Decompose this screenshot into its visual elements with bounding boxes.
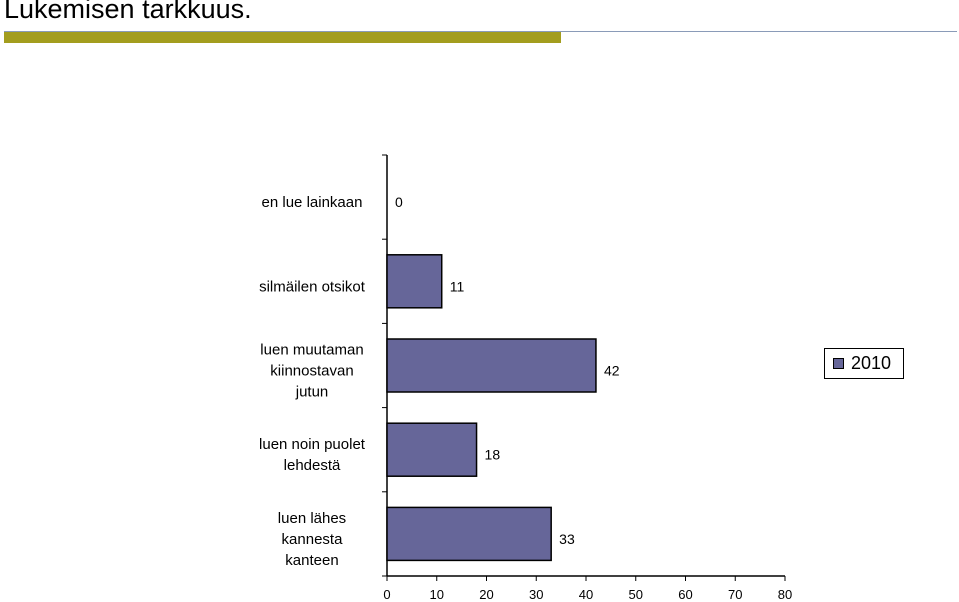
x-tick-label: 10 xyxy=(430,587,444,602)
x-tick-label: 30 xyxy=(529,587,543,602)
x-tick-label: 0 xyxy=(383,587,390,602)
title-accent-bar xyxy=(4,32,561,43)
slide-title: Lukemisen tarkkuus. xyxy=(4,0,252,24)
x-tick-label: 40 xyxy=(579,587,593,602)
data-label: 33 xyxy=(559,531,575,547)
bar xyxy=(386,338,597,393)
x-tick-label: 70 xyxy=(728,587,742,602)
bar xyxy=(386,506,552,562)
bar xyxy=(386,422,478,477)
data-label: 42 xyxy=(604,363,620,379)
category-label: luen lähes kannesta kanteen xyxy=(278,510,346,569)
x-tick-label: 60 xyxy=(678,587,692,602)
x-tick-label: 20 xyxy=(479,587,493,602)
x-tick-label: 80 xyxy=(778,587,792,602)
data-label: 18 xyxy=(485,447,501,463)
data-label: 0 xyxy=(395,194,403,210)
title-underline xyxy=(4,31,957,32)
chart-legend: 2010 xyxy=(824,348,904,379)
category-label: luen muutaman kiinnostavan jutun xyxy=(260,342,363,401)
category-label: silmäilen otsikot xyxy=(259,278,366,295)
category-label: luen noin puolet lehdestä xyxy=(259,436,366,474)
legend-swatch xyxy=(833,358,844,369)
bar xyxy=(386,254,443,309)
category-label: en lue lainkaan xyxy=(262,194,363,211)
legend-label: 2010 xyxy=(851,353,892,373)
x-tick-label: 50 xyxy=(629,587,643,602)
data-label: 11 xyxy=(450,278,465,294)
